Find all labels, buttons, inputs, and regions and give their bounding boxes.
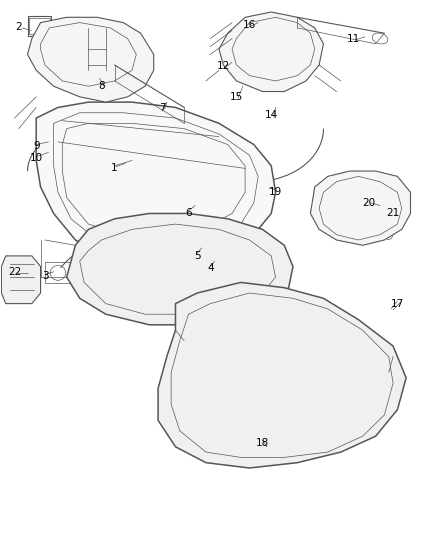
Text: 9: 9 — [33, 141, 39, 151]
Text: 12: 12 — [217, 61, 230, 71]
Bar — [123, 274, 143, 285]
Text: 14: 14 — [265, 110, 278, 120]
Text: 21: 21 — [386, 208, 400, 219]
Bar — [245, 274, 265, 285]
Bar — [229, 392, 254, 403]
Text: 11: 11 — [347, 34, 360, 44]
Bar — [250, 251, 269, 261]
Text: 16: 16 — [243, 20, 256, 30]
Text: 10: 10 — [30, 153, 43, 163]
Bar — [45, 262, 71, 284]
Bar — [188, 251, 208, 261]
Text: 6: 6 — [185, 208, 192, 219]
Bar — [127, 251, 148, 261]
Text: 2: 2 — [15, 22, 22, 32]
Bar — [300, 400, 325, 412]
Bar — [336, 405, 361, 416]
Bar — [233, 349, 258, 361]
Text: 19: 19 — [269, 187, 282, 197]
Polygon shape — [36, 102, 276, 266]
Text: 18: 18 — [256, 438, 269, 448]
Bar — [154, 274, 174, 285]
Bar — [193, 387, 218, 399]
Bar — [43, 29, 79, 45]
Polygon shape — [67, 214, 293, 325]
Bar — [158, 251, 178, 261]
Text: 1: 1 — [111, 164, 118, 173]
Polygon shape — [28, 17, 154, 102]
Text: 20: 20 — [363, 198, 376, 208]
Bar — [305, 358, 330, 369]
Text: 15: 15 — [230, 92, 243, 102]
Bar — [269, 353, 294, 365]
Polygon shape — [219, 12, 323, 92]
Bar — [258, 449, 295, 461]
Polygon shape — [1, 256, 41, 304]
Text: 8: 8 — [98, 81, 105, 91]
Text: 5: 5 — [194, 251, 201, 261]
Bar — [93, 274, 113, 285]
Bar — [265, 396, 290, 408]
Bar — [341, 362, 366, 374]
Text: 22: 22 — [9, 267, 22, 277]
Bar — [184, 274, 204, 285]
Bar — [29, 18, 49, 34]
Text: 17: 17 — [391, 298, 404, 309]
Text: 4: 4 — [207, 263, 214, 273]
Polygon shape — [158, 282, 406, 468]
Text: 7: 7 — [159, 103, 166, 114]
Bar — [197, 345, 222, 357]
Bar — [28, 15, 51, 36]
Bar — [215, 274, 235, 285]
Bar — [97, 251, 117, 261]
Text: 3: 3 — [42, 271, 49, 280]
Bar — [41, 27, 82, 47]
Bar — [332, 192, 393, 229]
Bar — [267, 452, 291, 459]
Bar — [219, 251, 239, 261]
Polygon shape — [311, 171, 410, 245]
